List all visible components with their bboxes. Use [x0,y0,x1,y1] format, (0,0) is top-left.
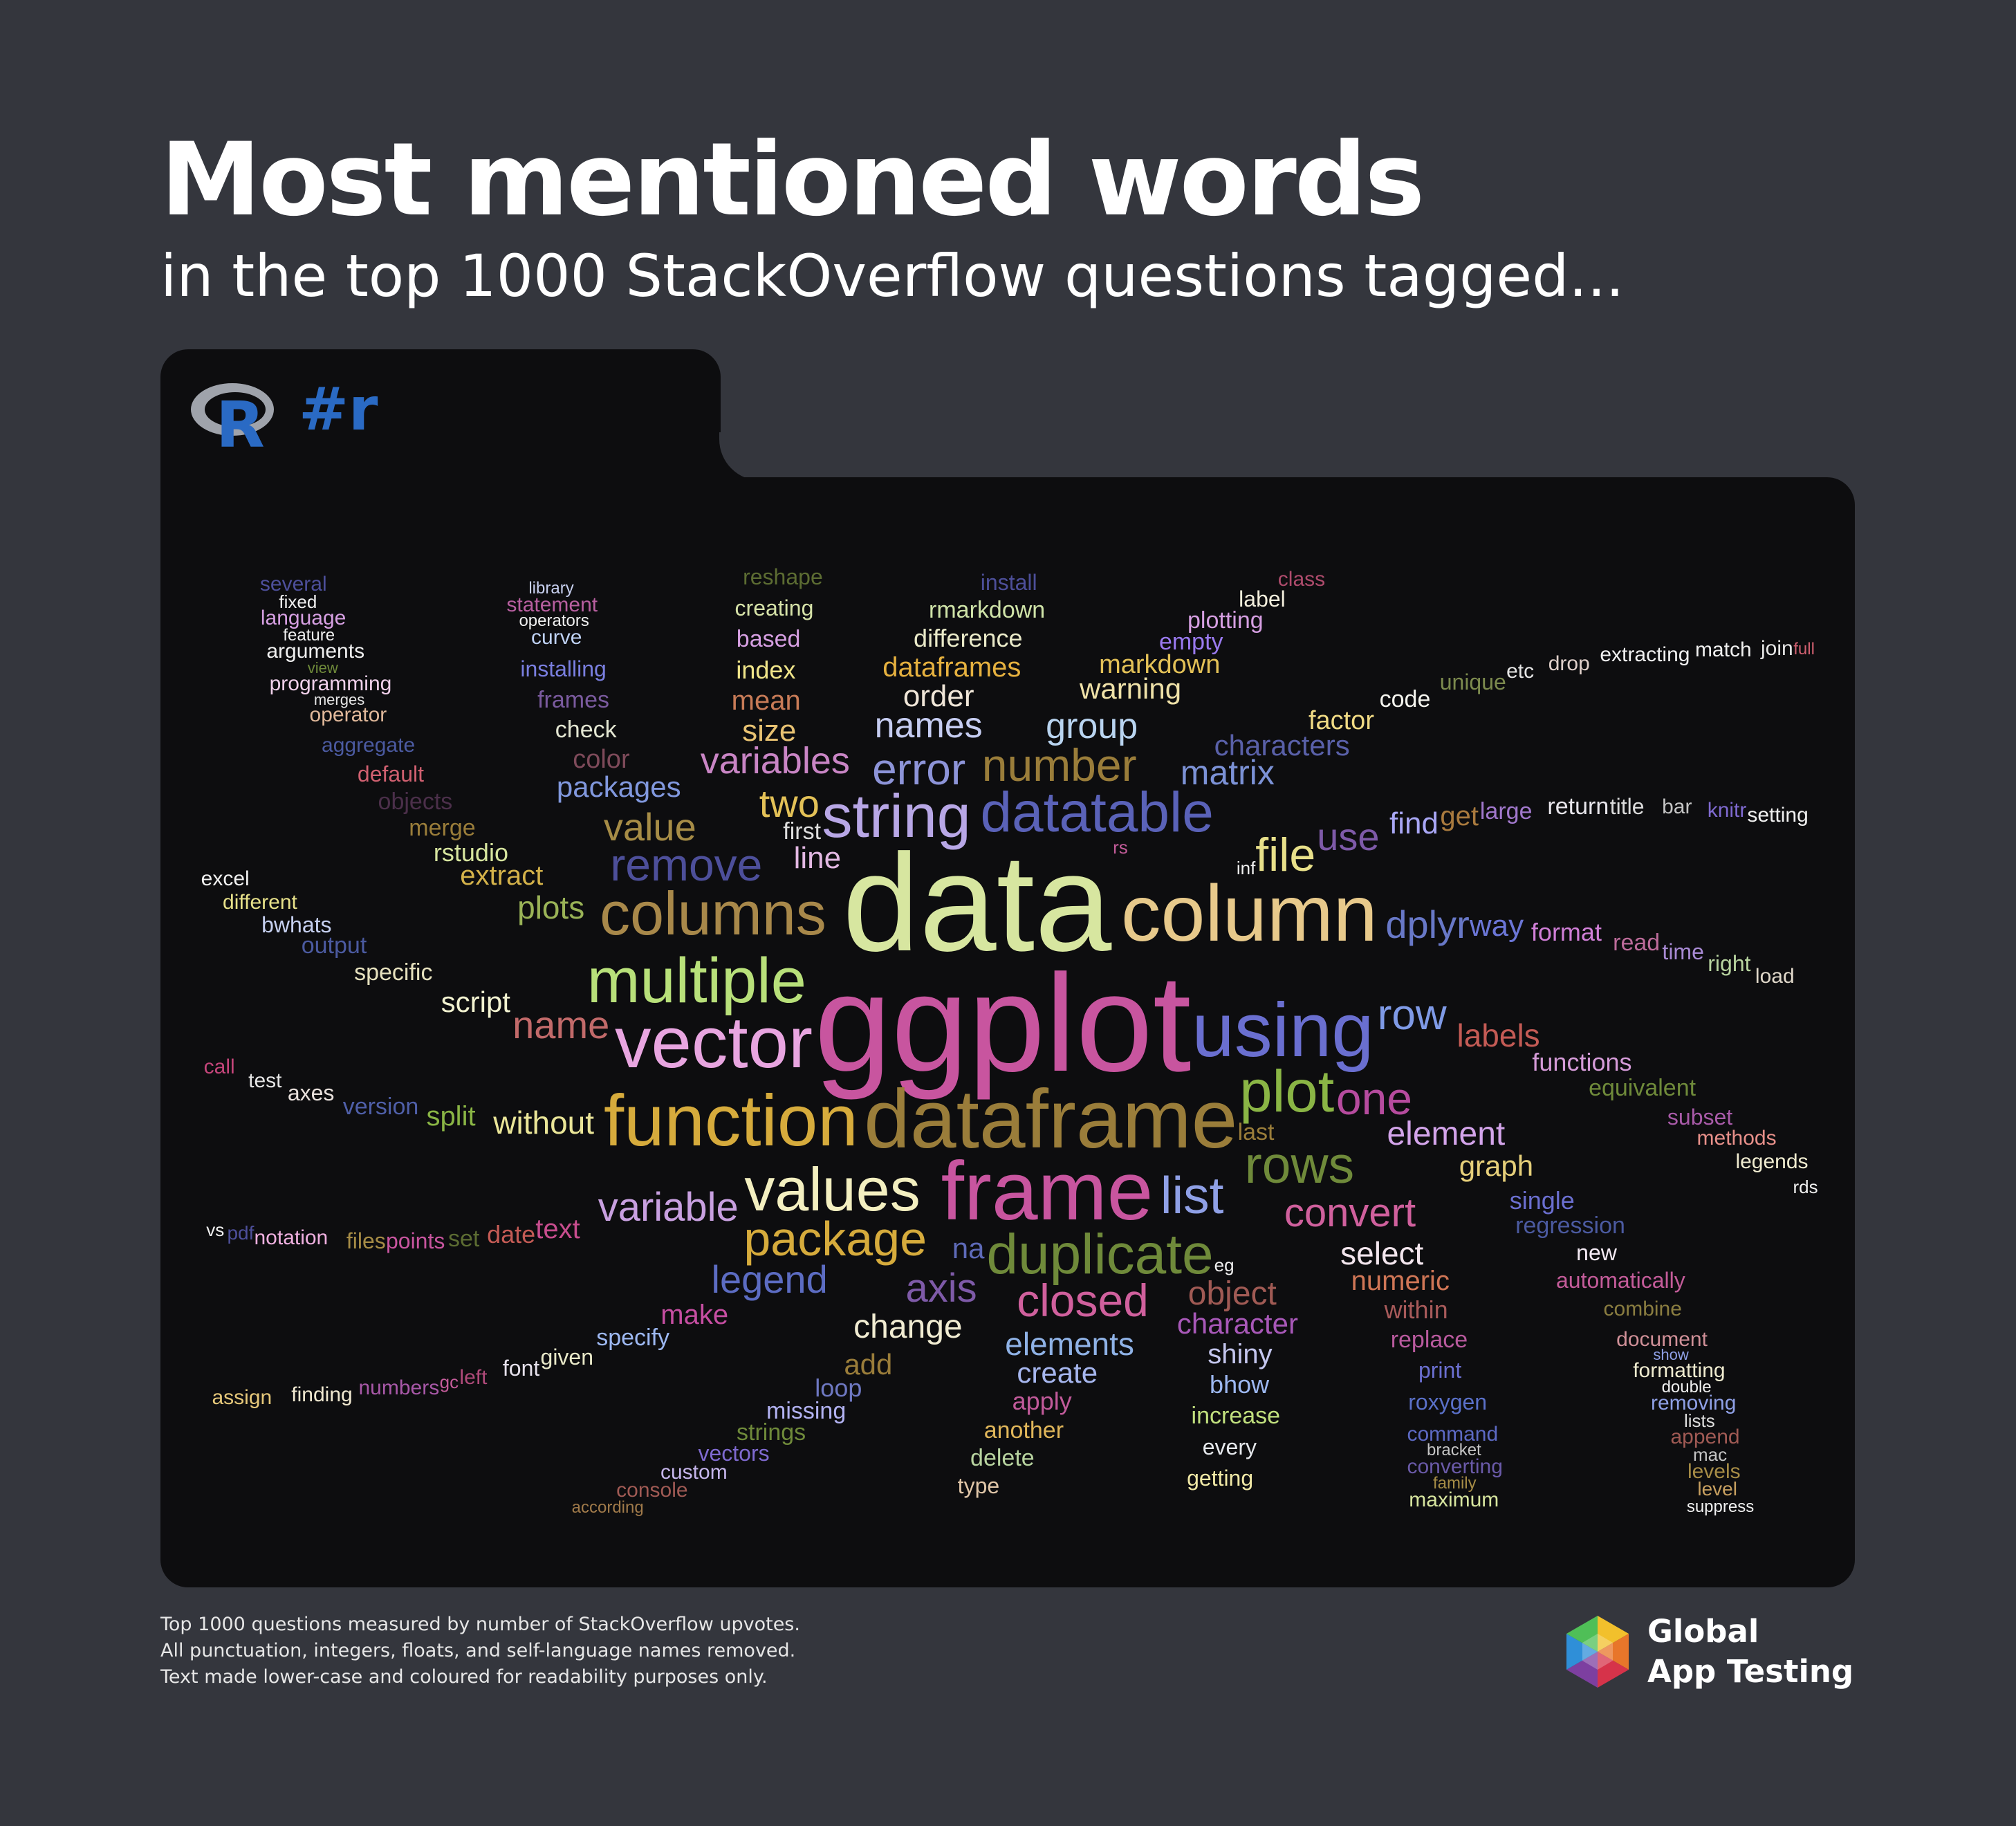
brand-line-2: App Testing [1647,1653,1854,1690]
footnote-line-3: Text made lower-case and coloured for re… [160,1666,768,1688]
word-cloud-panel [160,477,1855,1587]
tab-corner [719,432,768,481]
footnote-line-1: Top 1000 questions measured by number of… [160,1614,800,1635]
r-logo-letter: R [216,388,265,448]
footnote: Top 1000 questions measured by number of… [160,1612,800,1690]
tag-label: #r [299,375,378,444]
brand-line-1: Global [1647,1613,1759,1650]
page-title: Most mentioned words [160,121,1425,239]
r-language-logo-icon: R [191,383,274,448]
footnote-line-2: All punctuation, integers, floats, and s… [160,1640,796,1661]
brand-name: Global App Testing [1647,1612,1853,1692]
page-subtitle: in the top 1000 StackOverflow questions … [160,242,1625,310]
global-app-testing-cube-icon [1566,1616,1629,1688]
